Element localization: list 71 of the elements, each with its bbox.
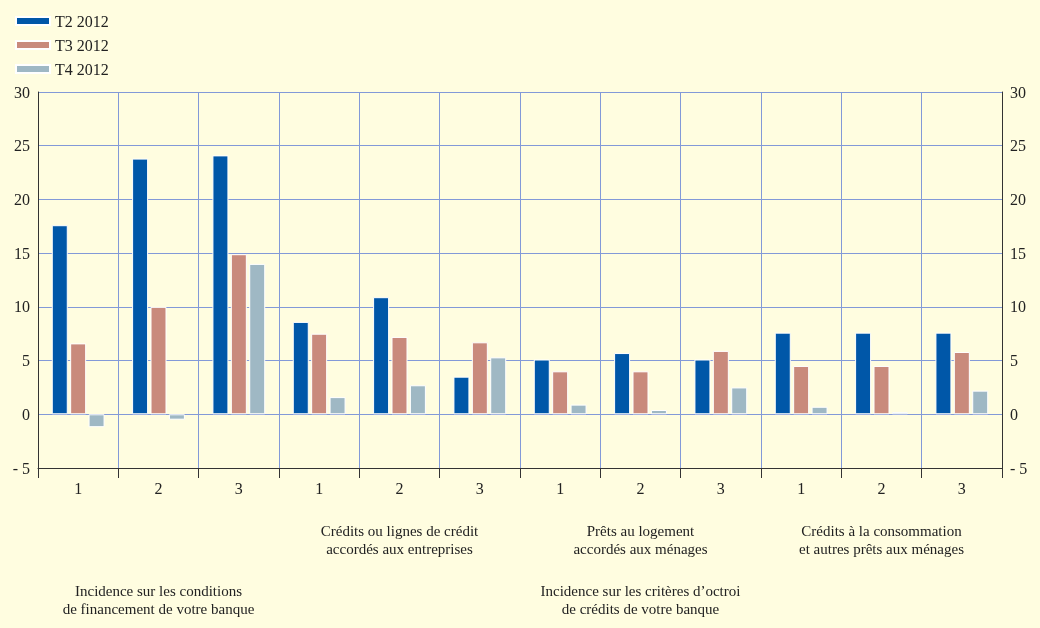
x-tick-label: 3 [957,479,966,497]
text: Incidence sur les critères d’octroi de crédits de votre banque [540,583,741,617]
text: Crédits ou lignes de crédit accordés aux entreprises [320,523,480,557]
bar [150,306,167,415]
x-tick-label: 2 [877,479,886,497]
bar [132,158,149,415]
bar [972,390,989,415]
bar [329,397,346,415]
x-tick-label: 2 [154,479,163,497]
bar [533,359,550,415]
bar [774,332,791,415]
bar [471,342,488,415]
y2-tick-label: 30 [1010,83,1026,101]
y2-tick-label: 15 [1010,244,1026,262]
bar [453,376,470,415]
bar [935,332,952,415]
x-tick-label: 2 [636,479,645,497]
y2-tick-label: 0 [1010,405,1018,423]
x-tick-label: 1 [74,479,83,497]
y-tick-label: 25 [14,137,30,155]
bar [249,263,266,415]
y2-tick-label: 10 [1010,298,1026,316]
x-tick-label: 3 [234,479,243,497]
bar [311,333,328,415]
bar [953,351,970,415]
y-tick-label: 30 [14,83,30,101]
bar [212,155,229,415]
bar [811,406,828,415]
text: Crédits à la consommation et autres prêts aux ménages [799,523,965,557]
bar [88,414,105,428]
bar [694,359,711,415]
x-tick-label: 3 [716,479,725,497]
x-tick-label: 1 [315,479,324,497]
y2-tick-label: 5 [1010,352,1018,370]
bar [552,371,569,415]
bar [230,254,247,415]
y2-tick-label: 25 [1010,137,1026,155]
y2-tick-label: - 5 [1010,459,1028,477]
text: Prêts au logement accordés aux ménages [573,523,708,557]
bar [373,297,390,415]
legend-label: T4 2012 [55,60,109,78]
bar [731,387,748,415]
y2-tick-label: 20 [1010,190,1026,208]
x-tick-label: 3 [475,479,484,497]
y-tick-label: 15 [14,244,30,262]
x-tick-label: 2 [395,479,404,497]
bar [793,365,810,415]
bar [570,404,587,415]
x-tick-label: 1 [797,479,806,497]
bar [712,350,729,415]
bar [490,357,507,415]
legend-label: T3 2012 [55,36,109,54]
y-tick-label: 20 [14,190,30,208]
legend-label: T2 2012 [55,12,109,30]
bar [168,414,185,420]
bar [855,332,872,415]
bar [614,353,631,415]
y-tick-label: 5 [22,352,30,370]
y-tick-label: 0 [22,405,30,423]
bar [391,336,408,415]
x-tick-label: 1 [556,479,565,497]
bar [70,343,87,415]
y-tick-label: - 5 [12,459,30,477]
bar [409,385,426,415]
text: Incidence sur les conditions de financement de votre banque [62,583,255,617]
bar [292,321,309,415]
bar [650,409,667,415]
bar [873,365,890,415]
bar [632,371,649,415]
y-tick-label: 10 [14,298,30,316]
bar [51,225,68,415]
